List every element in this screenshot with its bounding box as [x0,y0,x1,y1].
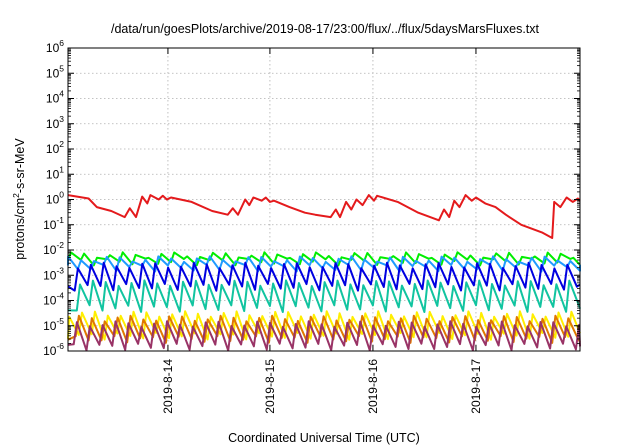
y-tick-base: 10 [46,142,60,156]
x-axis-label: Coordinated Universal Time (UTC) [228,431,420,445]
y-tick-base: 10 [43,294,57,308]
series-layer [67,194,581,352]
series-line-7 [67,314,581,344]
x-tick-label: 2019-8-17 [469,359,483,414]
series-line-2 [67,251,581,267]
y-tick-base: 10 [46,117,60,131]
y-tick-exp: -4 [56,291,64,301]
y-tick-base: 10 [46,193,60,207]
y-tick-label: 10-1 [43,215,64,232]
y-tick-base: 10 [46,92,60,106]
series-line-1 [67,194,581,239]
y-tick-exp: 3 [59,114,64,124]
y-tick-label: 10-5 [43,316,64,333]
y-tick-base: 10 [46,41,60,55]
series-line-4 [67,261,581,292]
y-tick-exp: 5 [59,63,64,73]
y-axis-label: protons/cm2-s-sr-MeV [11,138,27,260]
y-tick-label: 103 [46,114,64,131]
y-tick-exp: -1 [56,215,64,225]
y-tick-exp: 0 [59,190,64,200]
y-tick-label: 10-3 [43,265,64,282]
x-axis-ticks: 2019-8-14 2019-8-15 2019-8-16 2019-8-17 [161,48,483,414]
y-tick-base: 10 [43,344,57,358]
y-tick-exp: 6 [59,38,64,48]
y-tick-exp: -2 [56,240,64,250]
y-label-exp: 2 [11,193,21,198]
y-label-base: protons/cm [13,198,27,260]
y-axis-ticks: 10610510410310210110010-110-210-310-410-… [43,38,580,358]
y-tick-label: 104 [46,89,64,106]
y-tick-exp: 4 [59,89,64,99]
y-tick-label: 105 [46,63,64,80]
y-tick-base: 10 [43,319,57,333]
y-tick-label: 101 [46,164,64,181]
y-tick-label: 102 [46,139,64,156]
y-label-rest: -s-sr-MeV [13,138,27,194]
y-tick-label: 10-4 [43,291,64,308]
x-tick-label: 2019-8-16 [366,359,380,414]
series-line-5 [67,279,581,313]
y-tick-label: 106 [46,38,64,55]
series-line-8 [67,320,581,352]
y-tick-exp: -5 [56,316,64,326]
y-tick-label: 10-2 [43,240,64,257]
y-tick-base: 10 [43,268,57,282]
y-tick-exp: -6 [56,341,64,351]
y-tick-base: 10 [43,243,57,257]
y-tick-label: 10-6 [43,341,64,358]
y-tick-label: 100 [46,190,64,207]
series-line-3 [67,255,581,273]
y-tick-exp: 1 [59,164,64,174]
y-tick-exp: 2 [59,139,64,149]
chart-title: /data/run/goesPlots/archive/2019-08-17/2… [111,22,540,36]
y-tick-exp: -3 [56,265,64,275]
x-tick-label: 2019-8-14 [161,359,175,414]
x-tick-label: 2019-8-15 [263,359,277,414]
y-tick-base: 10 [46,66,60,80]
y-tick-base: 10 [46,167,60,181]
y-tick-base: 10 [43,218,57,232]
